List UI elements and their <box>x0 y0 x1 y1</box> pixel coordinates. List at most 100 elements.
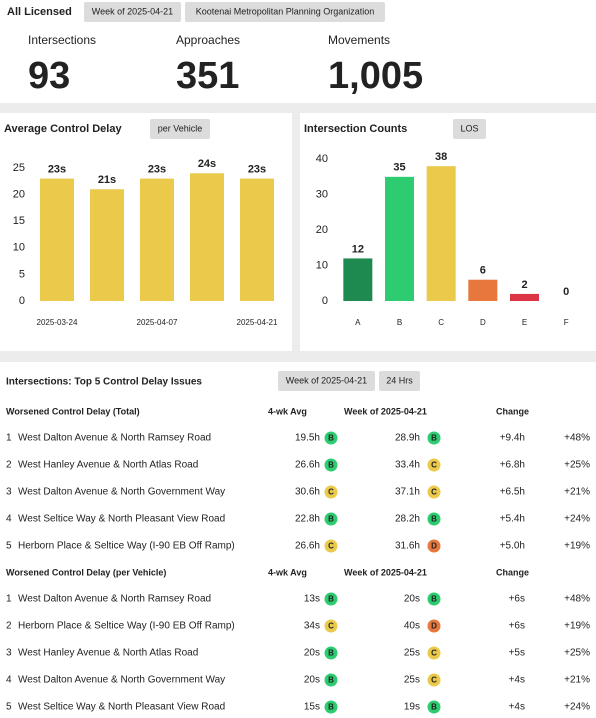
intersection-name: Herborn Place & Seltice Way (I-90 EB Off… <box>18 541 235 552</box>
rank: 5 <box>6 702 12 713</box>
change-pct: +48% <box>564 594 590 605</box>
los-letter: B <box>328 649 334 658</box>
data-label: 0 <box>563 286 569 298</box>
los-letter: B <box>328 676 334 685</box>
los-badge <box>324 700 338 714</box>
los-badge <box>427 539 441 553</box>
y-tick-label: 25 <box>13 162 25 174</box>
los-badge <box>427 512 441 526</box>
week-value: 25s <box>404 648 420 659</box>
intersection-name: West Dalton Avenue & North Ramsey Road <box>18 433 211 444</box>
los-badge <box>427 700 441 714</box>
change-value: +6.5h <box>500 487 525 498</box>
table-card <box>0 362 596 718</box>
page-title: All Licensed <box>7 6 72 18</box>
intersection-name: West Hanley Avenue & North Atlas Road <box>18 648 198 659</box>
los-badge <box>427 431 441 445</box>
chip-label: Week of 2025-04-21 <box>92 6 173 16</box>
data-label: 35 <box>393 162 405 174</box>
los-badge <box>324 458 338 472</box>
los-badge <box>427 592 441 606</box>
los-letter: B <box>431 515 437 524</box>
los-badge <box>324 512 338 526</box>
week-value: 25s <box>404 675 420 686</box>
column-header: 4-wk Avg <box>268 406 307 416</box>
rank: 3 <box>6 648 12 659</box>
change-pct: +19% <box>564 541 590 552</box>
change-value: +4s <box>509 702 525 713</box>
group-title: Worsened Control Delay (Total) <box>6 406 140 416</box>
bar <box>240 178 274 301</box>
change-value: +5.4h <box>500 514 525 525</box>
column-header: Week of 2025-04-21 <box>344 567 427 577</box>
chart-title: Average Control Delay <box>4 123 122 135</box>
column-header: Change <box>496 406 529 416</box>
bar <box>90 189 124 301</box>
avg-value: 30.6h <box>295 487 320 498</box>
x-tick-label: 2025-03-24 <box>37 318 78 327</box>
kpi-value: 1,005 <box>328 55 423 97</box>
rank: 4 <box>6 675 12 686</box>
los-letter: C <box>431 676 437 685</box>
los-badge <box>427 619 441 633</box>
x-tick-label: C <box>438 318 444 327</box>
bar <box>426 166 456 301</box>
rank: 4 <box>6 514 12 525</box>
group-title: Worsened Control Delay (per Vehicle) <box>6 567 166 577</box>
intersection-name: West Seltice Way & North Pleasant View R… <box>18 702 225 713</box>
chip <box>453 119 486 139</box>
x-tick-label: E <box>522 318 527 327</box>
intersection-name: West Hanley Avenue & North Atlas Road <box>18 460 198 471</box>
change-value: +4s <box>509 675 525 686</box>
los-letter: B <box>431 703 437 712</box>
los-badge <box>324 431 338 445</box>
column-header: 4-wk Avg <box>268 567 307 577</box>
week-value: 20s <box>404 594 420 605</box>
los-badge <box>427 646 441 660</box>
x-tick-label: B <box>397 318 402 327</box>
y-tick-label: 30 <box>316 188 328 200</box>
los-letter: C <box>431 488 437 497</box>
chip-label: LOS <box>460 123 478 133</box>
bar <box>140 178 174 301</box>
intersection-name: West Dalton Avenue & North Government Wa… <box>18 675 225 686</box>
y-tick-label: 20 <box>316 224 328 236</box>
data-label: 38 <box>435 151 447 163</box>
y-tick-label: 5 <box>19 268 25 280</box>
y-tick-label: 0 <box>322 295 328 307</box>
los-letter: B <box>328 434 334 443</box>
week-value: 19s <box>404 702 420 713</box>
chip <box>150 119 210 139</box>
los-letter: D <box>431 622 437 631</box>
kpi-label: Approaches <box>176 33 240 47</box>
chip-label: Kootenai Metropolitan Planning Organizat… <box>196 6 375 16</box>
x-tick-label: A <box>355 318 361 327</box>
los-letter: B <box>431 434 437 443</box>
los-letter: C <box>328 488 334 497</box>
change-pct: +24% <box>564 514 590 525</box>
chip-label: Week of 2025-04-21 <box>286 375 367 385</box>
avg-value: 26.6h <box>295 460 320 471</box>
change-pct: +19% <box>564 621 590 632</box>
los-badge <box>427 485 441 499</box>
kpi-label: Movements <box>328 33 390 47</box>
rank: 3 <box>6 487 12 498</box>
kpi-label: Intersections <box>28 33 96 47</box>
change-value: +5s <box>509 648 525 659</box>
change-pct: +21% <box>564 675 590 686</box>
data-label: 24s <box>198 158 216 170</box>
bar <box>468 279 498 301</box>
data-label: 23s <box>248 164 266 176</box>
y-tick-label: 10 <box>13 242 25 254</box>
bar <box>190 173 224 301</box>
avg-value: 20s <box>304 675 320 686</box>
avg-value: 13s <box>304 594 320 605</box>
los-badge <box>324 646 338 660</box>
los-badge <box>427 458 441 472</box>
chip <box>278 371 375 391</box>
avg-value: 15s <box>304 702 320 713</box>
data-label: 2 <box>521 279 527 291</box>
data-label: 23s <box>48 164 66 176</box>
x-tick-label: F <box>564 318 569 327</box>
